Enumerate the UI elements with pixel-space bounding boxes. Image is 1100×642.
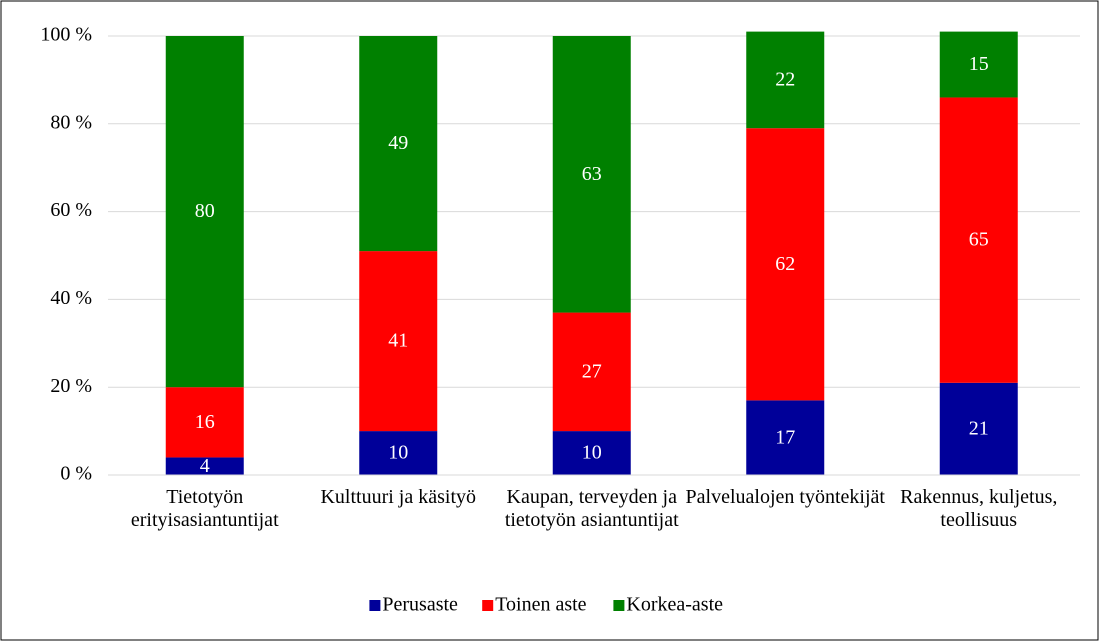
bar-segment bbox=[359, 431, 438, 475]
bar-segment bbox=[746, 400, 825, 475]
y-tick-label: 20 % bbox=[50, 375, 92, 397]
bar-segment bbox=[939, 31, 1018, 98]
y-tick-label: 100 % bbox=[40, 24, 92, 46]
data-label: 4 bbox=[200, 455, 210, 477]
bar-segment bbox=[359, 251, 438, 432]
data-label: 22 bbox=[775, 68, 795, 90]
x-tick-label: Kaupan, terveyden ja tietotyön asiantunt… bbox=[504, 486, 679, 531]
bar-segment bbox=[746, 31, 825, 129]
x-tick-label: Tietotyön erityisasiantuntijat bbox=[130, 486, 279, 531]
data-label: 17 bbox=[775, 426, 795, 448]
x-tick-label: Palvelualojen työntekijät bbox=[685, 486, 885, 508]
legend-label: Korkea-aste bbox=[626, 594, 723, 616]
data-label: 27 bbox=[582, 360, 602, 382]
data-label: 16 bbox=[195, 411, 215, 433]
bar-segment bbox=[359, 36, 438, 252]
y-tick-label: 40 % bbox=[50, 287, 92, 309]
bar-segment bbox=[552, 431, 631, 475]
y-tick-label: 80 % bbox=[50, 111, 92, 133]
data-label: 49 bbox=[388, 132, 408, 154]
bar-segment bbox=[165, 387, 244, 458]
bar-segment bbox=[165, 36, 244, 388]
bar-segment bbox=[552, 312, 631, 432]
data-label: 80 bbox=[195, 200, 215, 222]
legend-label: Toinen aste bbox=[495, 594, 586, 616]
legend-swatch bbox=[482, 600, 494, 611]
x-tick-label: Rakennus, kuljetus, teollisuus bbox=[900, 486, 1058, 531]
data-label: 15 bbox=[969, 53, 989, 75]
bar-segment bbox=[552, 36, 631, 313]
y-tick-label: 0 % bbox=[60, 463, 92, 485]
data-label: 65 bbox=[969, 229, 989, 251]
data-label: 62 bbox=[775, 253, 795, 275]
legend-swatch bbox=[369, 600, 381, 611]
data-label: 63 bbox=[582, 163, 602, 185]
bar-segment bbox=[939, 382, 1018, 475]
bar-segment bbox=[165, 457, 244, 475]
bar-segment bbox=[939, 97, 1018, 383]
data-label: 10 bbox=[582, 442, 602, 464]
data-label: 41 bbox=[388, 330, 408, 352]
bar-segment bbox=[746, 128, 825, 401]
x-tick-label: Kulttuuri ja käsityö bbox=[320, 486, 477, 508]
legend-label: Perusaste bbox=[382, 594, 458, 616]
legend-swatch bbox=[613, 600, 625, 611]
y-tick-label: 60 % bbox=[50, 199, 92, 221]
data-label: 21 bbox=[969, 417, 989, 439]
data-label: 10 bbox=[388, 442, 408, 464]
